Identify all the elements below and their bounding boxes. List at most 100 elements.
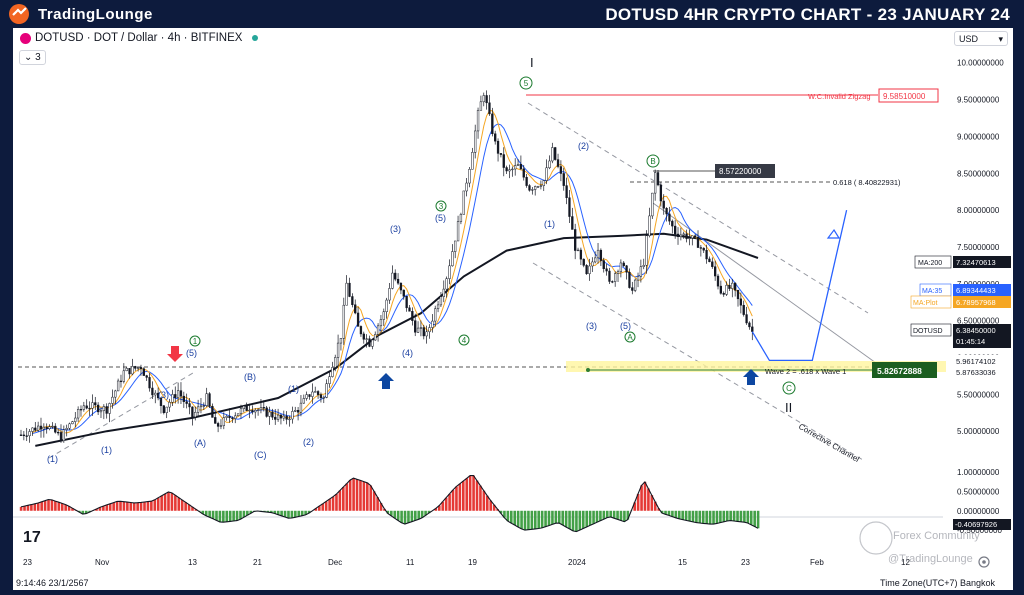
wave-label: A [627,333,633,342]
oscillator-bar [506,510,510,522]
oscillator-bar [290,510,294,519]
oscillator-bar [386,510,390,514]
candle-body [508,169,511,172]
oscillator-bar [304,510,307,515]
oscillator-bar [88,510,91,513]
currency-select[interactable]: USD ▾ [954,31,1008,46]
header-bar: TradingLounge DOTUSD 4HR CRYPTO CHART - … [0,0,1024,28]
candle-body [485,95,488,104]
oscillator-bar [736,510,739,522]
candle-body [314,391,317,393]
time-tick-label: 19 [468,558,477,567]
candle-body [459,214,463,222]
time-tick-label: 2024 [568,558,586,567]
oscillator-bar [40,501,43,511]
candle-body [422,327,425,337]
oscillator-bar [660,510,664,514]
oscillator-bar [119,501,122,511]
oscillator-bar [211,510,215,519]
oscillator-bar [414,510,417,521]
wave-label: B [650,157,655,166]
oscillator-bar [667,510,671,516]
oscillator-bar [81,510,85,515]
candle-body [516,163,520,166]
support-zone-dot [586,368,590,372]
oscillator-bar [705,510,708,524]
oscillator-bar [551,510,554,525]
oscillator-bar [564,510,568,527]
candle-body [336,342,340,358]
candle-body [228,415,231,419]
oscillator-bar [688,510,691,522]
oscillator-bar [180,499,184,511]
candle-body [736,289,740,300]
oscillator-bar [366,482,369,511]
settings-gear-icon[interactable] [978,556,990,568]
oscillator-tick-label: 1.00000000 [957,468,1000,477]
tradingview-logo[interactable]: 17 [23,529,41,546]
candle-body [51,425,54,428]
candle-body [745,314,748,324]
oscillator-bar [67,506,71,511]
oscillator-bar [143,501,146,511]
svg-text:@TradingLounge: @TradingLounge [888,553,973,565]
time-tick-label: 13 [188,558,197,567]
symbol-bar[interactable]: DOTUSD · DOT / Dollar · 4h · BITFINEX [20,32,259,44]
timezone-selector[interactable]: Time Zone(UTC+7) Bangkok [880,578,995,588]
candle-body [162,405,165,413]
time-tick-label: 11 [406,558,415,567]
indicator-collapse-button[interactable]: ⌄ 3 [19,50,46,65]
oscillator-bar [578,510,582,531]
wave-label: (3) [158,390,169,400]
candle-body [108,403,111,414]
oscillator-bar [26,505,30,511]
oscillator-bar [239,510,242,520]
oscillator-bar [640,485,643,511]
candle-body [188,403,191,408]
chart-panel[interactable]: DOTUSD · DOT / Dollar · 4h · BITFINEX ⌄ … [13,28,1013,590]
candle-body [119,380,123,383]
oscillator-bar [599,510,602,521]
oscillator-bar [434,508,438,511]
oscillator-bar [746,510,750,524]
candle-body [305,394,308,399]
channel-upper [527,102,869,314]
candle-body [505,167,508,172]
price-chart[interactable]: 10.000000009.500000009.000000008.5000000… [13,28,1013,590]
oscillator-bar [492,504,496,511]
oscillator-bar [571,510,575,531]
oscillator-bar [352,478,355,511]
candle-body [419,327,423,329]
candle-body [671,220,674,227]
oscillator-bar [348,480,352,511]
candle-body [345,282,348,306]
oscillator-bar [335,494,338,511]
time-axis: 23 Nov 13 21 Dec 11 19 2024 15 23 Feb 12 [23,558,910,567]
oscillator-bar [71,508,74,511]
oscillator-bar [163,493,167,511]
candle-body [528,185,531,191]
candle-body [282,415,285,419]
candle-body [194,412,197,418]
fib-label: 0.618 ( 8.40822931) [833,178,901,187]
candle-body [156,392,160,399]
maplot-legend: MA:Plot 6.78957968 [910,295,1011,309]
oscillator-bar [235,510,239,521]
candle-body [462,190,465,215]
time-tick-label: 21 [253,558,262,567]
time-tick-label: 15 [678,558,687,567]
oscillator-bar [218,510,222,522]
candle-body [96,404,100,413]
price-axis: 10.00000000 9.50000000 9.00000000 8.5000000… [957,59,1004,436]
oscillator-bar [585,510,589,527]
candle-body [514,165,517,170]
wave-degree-label: II [785,400,792,415]
candle-body [371,339,374,347]
candle-body [351,296,354,305]
price-tick-label: 10.00000000 [957,59,1004,68]
oscillator-bar [743,510,746,523]
wave2-price-box [872,362,937,378]
candle-body [148,377,151,389]
symbol-title[interactable]: DOTUSD · DOT / Dollar · 4h · BITFINEX [35,32,243,44]
candle-body [599,249,603,261]
